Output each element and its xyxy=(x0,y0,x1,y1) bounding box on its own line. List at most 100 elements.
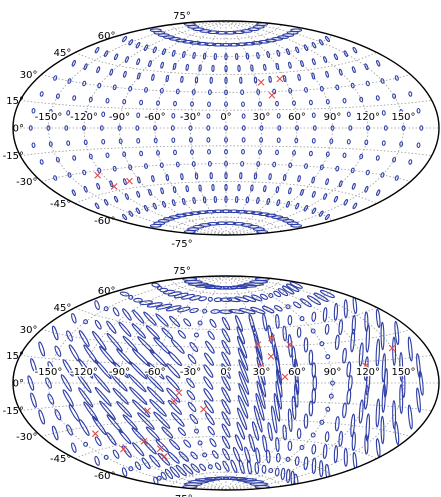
error-ellipse xyxy=(60,374,72,392)
error-ellipse xyxy=(236,335,248,359)
lat-tick-label: 45° xyxy=(54,303,72,314)
error-ellipse xyxy=(364,139,369,146)
error-ellipse xyxy=(194,332,199,338)
error-ellipse xyxy=(311,72,316,80)
error-ellipse xyxy=(66,140,71,146)
error-ellipse xyxy=(253,172,258,180)
ellipse-layer xyxy=(28,22,424,234)
error-ellipse xyxy=(308,349,314,366)
error-ellipse xyxy=(322,307,328,322)
lat-tick-label: -45° xyxy=(50,454,71,465)
error-ellipse xyxy=(149,349,167,367)
error-ellipse xyxy=(399,384,404,415)
error-ellipse xyxy=(66,330,73,342)
error-ellipse xyxy=(253,405,263,433)
error-ellipse xyxy=(159,87,164,94)
error-ellipse xyxy=(238,359,249,383)
error-ellipse xyxy=(103,306,109,312)
error-ellipse xyxy=(88,96,93,103)
error-ellipse xyxy=(177,330,187,339)
error-ellipse xyxy=(122,445,132,458)
error-ellipse xyxy=(351,66,356,74)
lat-tick-label: 0° xyxy=(13,379,24,390)
error-ellipse xyxy=(181,198,186,205)
error-ellipse xyxy=(212,209,225,214)
error-ellipse xyxy=(219,209,233,214)
error-ellipse xyxy=(76,372,92,394)
error-ellipse xyxy=(160,61,164,69)
error-ellipse xyxy=(236,326,246,345)
error-ellipse xyxy=(105,97,110,104)
error-ellipse xyxy=(209,438,217,448)
error-ellipse xyxy=(275,62,280,70)
error-ellipse xyxy=(204,209,217,214)
error-ellipse xyxy=(83,344,99,365)
error-ellipse xyxy=(106,320,117,334)
error-ellipse xyxy=(173,149,177,156)
error-ellipse xyxy=(221,316,231,331)
cross-marker xyxy=(286,341,294,348)
error-ellipse xyxy=(124,193,129,200)
error-ellipse xyxy=(94,436,102,447)
error-ellipse xyxy=(78,330,90,347)
error-ellipse xyxy=(262,434,268,453)
error-ellipse xyxy=(103,50,109,57)
error-ellipse xyxy=(224,195,228,203)
error-ellipse xyxy=(407,404,413,430)
error-ellipse xyxy=(246,460,252,475)
error-ellipse xyxy=(209,172,213,180)
error-ellipse xyxy=(153,337,171,355)
error-ellipse xyxy=(64,125,69,131)
error-ellipse xyxy=(198,64,202,72)
error-ellipse xyxy=(392,400,397,430)
error-ellipse xyxy=(259,137,264,143)
error-ellipse xyxy=(72,155,77,161)
error-ellipse xyxy=(39,91,44,97)
error-ellipse xyxy=(118,112,123,118)
error-ellipse xyxy=(287,408,293,433)
error-ellipse xyxy=(236,421,246,440)
error-ellipse xyxy=(117,125,122,131)
error-ellipse xyxy=(272,161,277,168)
error-ellipse xyxy=(416,142,421,148)
error-ellipse xyxy=(383,125,388,131)
error-ellipse xyxy=(202,308,208,314)
error-ellipse xyxy=(189,342,199,352)
error-ellipse xyxy=(329,138,334,144)
error-ellipse xyxy=(268,467,274,474)
error-ellipse xyxy=(300,188,304,196)
error-ellipse xyxy=(364,185,369,193)
error-ellipse xyxy=(202,452,208,458)
error-ellipse xyxy=(273,305,283,312)
error-ellipse xyxy=(190,463,200,473)
error-ellipse xyxy=(214,476,230,481)
error-ellipse xyxy=(364,63,369,71)
error-ellipse xyxy=(258,101,262,107)
error-ellipse xyxy=(366,125,370,131)
error-ellipse xyxy=(185,185,189,193)
error-ellipse xyxy=(318,210,324,217)
error-ellipse xyxy=(190,101,194,107)
error-ellipse xyxy=(203,285,223,290)
error-ellipse xyxy=(310,432,316,438)
error-ellipse xyxy=(295,46,300,54)
error-ellipse xyxy=(132,348,151,367)
error-ellipse xyxy=(343,299,348,319)
error-ellipse xyxy=(152,46,157,54)
error-ellipse xyxy=(205,412,215,426)
error-ellipse xyxy=(143,311,157,326)
error-ellipse xyxy=(192,51,196,60)
error-ellipse xyxy=(288,162,293,169)
error-ellipse xyxy=(245,52,250,60)
error-ellipse xyxy=(149,454,161,468)
error-ellipse xyxy=(175,464,187,477)
error-ellipse xyxy=(300,60,304,68)
error-ellipse xyxy=(253,76,258,84)
error-ellipse xyxy=(166,363,181,379)
error-ellipse xyxy=(171,113,176,119)
error-ellipse xyxy=(148,60,152,68)
error-ellipse xyxy=(292,301,302,309)
error-ellipse xyxy=(359,96,364,103)
error-ellipse xyxy=(323,56,328,63)
error-ellipse xyxy=(303,205,309,212)
